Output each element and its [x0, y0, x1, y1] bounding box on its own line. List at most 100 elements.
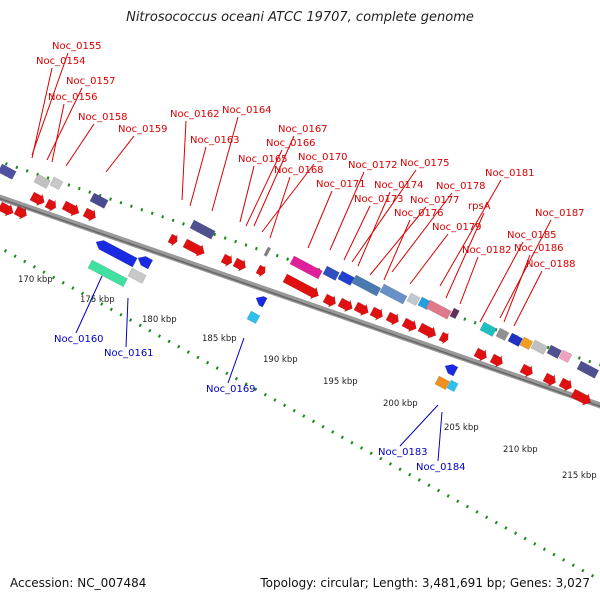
feature-fwd-colored — [0, 163, 17, 180]
gene-label-Noc_0176: Noc_0176 — [394, 208, 444, 219]
gene-leader-line — [383, 219, 411, 281]
feature-fwd-colored — [189, 219, 216, 240]
feature-grey — [127, 267, 147, 284]
gene-leader-line — [409, 233, 449, 285]
feature-fwd-red — [401, 317, 417, 333]
feature-rev-Noc_0169 — [255, 296, 268, 308]
gene-leader-line — [189, 146, 207, 207]
gene-label-Noc_0170: Noc_0170 — [298, 152, 348, 163]
gene-label-Noc_0182: Noc_0182 — [462, 245, 512, 256]
gene-label-Noc_0175: Noc_0175 — [400, 158, 450, 169]
gene-label-Noc_0158: Noc_0158 — [78, 112, 128, 123]
axis-tick-label: 210 kbp — [503, 445, 538, 455]
feature-fwd-colored — [495, 327, 510, 341]
gene-label-Noc_0160: Noc_0160 — [54, 334, 104, 345]
feature-fwd-colored — [33, 173, 51, 189]
feature-fwd-colored — [406, 292, 421, 306]
gene-label-Noc_0178: Noc_0178 — [436, 181, 486, 192]
gene-leader-line — [357, 191, 391, 267]
gene-leader-line — [46, 87, 83, 161]
feature-rev-Noc_0183 — [444, 364, 459, 377]
feature-rev — [137, 256, 154, 270]
gene-leader-line — [399, 404, 439, 447]
gene-leader-line — [75, 275, 103, 334]
gene-label-Noc_0188: Noc_0188 — [526, 259, 576, 270]
gene-leader-line — [499, 219, 552, 319]
feature-fwd-colored — [322, 265, 340, 281]
feature-fwd-colored — [49, 176, 64, 190]
axis-tick-label: 185 kbp — [202, 334, 237, 344]
axis-tick-label: 170 kbp — [18, 275, 53, 285]
axis-tick-label: 215 kbp — [562, 471, 597, 481]
feature-fwd-red — [519, 363, 533, 378]
gene-leader-line — [261, 163, 315, 233]
feature-fwd-colored — [449, 307, 460, 320]
feature-fwd-red — [220, 253, 233, 268]
feature-fwd-red — [255, 264, 266, 278]
feature-fwd-red — [489, 353, 503, 368]
gene-leader-line — [459, 256, 479, 305]
gene-label-Noc_0187: Noc_0187 — [535, 208, 585, 219]
gene-leader-line — [329, 171, 365, 251]
feature-fwd-colored — [530, 339, 548, 355]
gene-leader-line — [437, 411, 443, 462]
feature-cyan — [246, 310, 261, 324]
gene-label-Noc_0185: Noc_0185 — [507, 230, 557, 241]
gene-label-Noc_0167: Noc_0167 — [278, 124, 328, 135]
feature-cyan2 — [446, 379, 459, 393]
feature-fwd-red — [232, 257, 246, 272]
feature-rev-Noc_0160 — [95, 240, 138, 268]
feature-fwd-red — [353, 301, 369, 317]
gene-label-Noc_0164: Noc_0164 — [222, 105, 272, 116]
gene-leader-line — [503, 254, 531, 323]
gene-leader-line — [105, 135, 135, 173]
feature-fwd-red — [282, 273, 319, 300]
feature-fwd-red — [44, 198, 57, 213]
gene-leader-line — [211, 116, 239, 212]
feature-fwd-red — [570, 388, 591, 406]
gene-leader-line — [479, 241, 524, 323]
feature-fwd-colored — [479, 321, 497, 337]
gene-leader-line — [65, 123, 95, 167]
feature-fwd-red — [473, 347, 487, 362]
gene-label-Noc_0154: Noc_0154 — [36, 56, 86, 67]
gene-leader-line — [253, 135, 295, 227]
feature-green — [87, 259, 128, 288]
axis-tick-label: 205 kbp — [444, 423, 479, 433]
feature-fwd-colored — [519, 336, 534, 350]
accession-text: Accession: NC_007484 — [10, 576, 147, 590]
axis-tick-label: 200 kbp — [383, 399, 418, 409]
gene-leader-line — [125, 297, 129, 348]
feature-fwd-red — [0, 201, 14, 217]
topology-text: Topology: circular; Length: 3,481,691 bp… — [260, 576, 590, 590]
feature-fwd-red — [29, 191, 45, 207]
feature-fwd-colored — [558, 349, 573, 363]
feature-fwd-colored — [425, 299, 452, 320]
feature-fwd-red — [385, 311, 399, 326]
gene-label-Noc_0171: Noc_0171 — [316, 179, 366, 190]
gene-label-Noc_0156: Noc_0156 — [48, 92, 98, 103]
gene-label-Noc_0169: Noc_0169 — [206, 384, 256, 395]
axis-tick-label: 180 kbp — [142, 315, 177, 325]
gene-leader-line — [269, 176, 291, 239]
gene-label-Noc_0166: Noc_0166 — [266, 138, 316, 149]
gene-leader-line — [351, 169, 417, 263]
feature-orange — [434, 375, 451, 390]
feature-fwd-colored — [576, 360, 600, 379]
gene-label-Noc_0157: Noc_0157 — [66, 76, 116, 87]
axis-tick-label: 190 kbp — [263, 355, 298, 365]
feature-fwd-red — [438, 331, 449, 345]
feature-fwd-red — [61, 200, 80, 217]
gene-label-Noc_0173: Noc_0173 — [354, 194, 404, 205]
gene-label-Noc_0174: Noc_0174 — [374, 180, 424, 191]
feature-fwd-colored — [89, 192, 109, 209]
gene-leader-line — [31, 52, 69, 156]
gene-leader-line — [239, 165, 255, 223]
feature-fwd-red — [167, 233, 178, 247]
gene-label-Noc_0168: Noc_0168 — [274, 165, 324, 176]
feature-fwd-colored — [289, 255, 323, 280]
genome-backbone-edge — [0, 197, 600, 408]
gene-label-Noc_0163: Noc_0163 — [190, 135, 240, 146]
gene-leader-line — [369, 206, 427, 276]
